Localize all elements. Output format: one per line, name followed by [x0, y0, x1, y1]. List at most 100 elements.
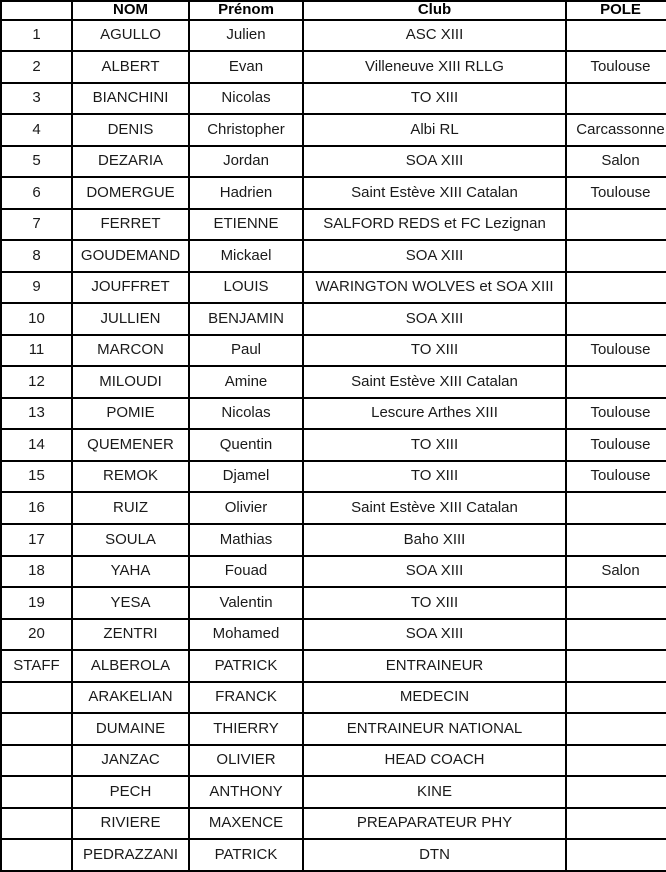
- cell-pole: [565, 806, 666, 841]
- cell-nom: MARCON: [71, 333, 190, 368]
- cell-nom: ALBEROLA: [71, 649, 190, 683]
- cell-num: 13: [0, 396, 73, 431]
- cell-prenom: Jordan: [188, 144, 304, 179]
- cell-nom: FERRET: [71, 207, 190, 242]
- cell-nom: DENIS: [71, 113, 190, 147]
- cell-nom: PECH: [71, 775, 190, 809]
- cell-num: 11: [0, 333, 73, 368]
- cell-num: [0, 743, 73, 778]
- table-row: 11 MARCON Paul TO XIII Toulouse: [0, 333, 666, 368]
- table-row: 19 YESA Valentin TO XIII: [0, 586, 666, 620]
- cell-prenom: BENJAMIN: [188, 302, 304, 336]
- cell-nom: RUIZ: [71, 491, 190, 525]
- cell-club: PREAPARATEUR PHY: [302, 806, 567, 841]
- cell-prenom: Fouad: [188, 554, 304, 589]
- table-row: 10 JULLIEN BENJAMIN SOA XIII: [0, 302, 666, 336]
- cell-prenom: Valentin: [188, 586, 304, 620]
- cell-nom: JOUFFRET: [71, 270, 190, 305]
- cell-nom: RIVIERE: [71, 806, 190, 841]
- cell-pole: [565, 491, 666, 525]
- cell-num: 3: [0, 81, 73, 116]
- cell-pole: [565, 270, 666, 305]
- cell-pole: [565, 775, 666, 809]
- cell-num: 9: [0, 270, 73, 305]
- cell-num: [0, 680, 73, 715]
- cell-club: DTN: [302, 838, 567, 872]
- cell-nom: PEDRAZZANI: [71, 838, 190, 872]
- cell-nom: MILOUDI: [71, 365, 190, 399]
- cell-num: [0, 838, 73, 872]
- cell-pole: Salon: [565, 554, 666, 589]
- cell-prenom: ANTHONY: [188, 775, 304, 809]
- table-row: 4 DENIS Christopher Albi RL Carcassonne: [0, 113, 666, 147]
- cell-club: SOA XIII: [302, 302, 567, 336]
- header-cell-nom: NOM: [71, 0, 190, 21]
- table-body: 1 AGULLO Julien ASC XIII 2 ALBERT Evan Villeneu…: [0, 18, 666, 872]
- cell-num: 17: [0, 523, 73, 557]
- table-row: 1 AGULLO Julien ASC XIII: [0, 18, 666, 53]
- cell-prenom: Mathias: [188, 523, 304, 557]
- table-row: 20 ZENTRI Mohamed SOA XIII: [0, 617, 666, 652]
- cell-num: 15: [0, 459, 73, 494]
- table-row: 14 QUEMENER Quentin TO XIII Toulouse: [0, 428, 666, 462]
- cell-nom: DUMAINE: [71, 712, 190, 746]
- cell-club: TO XIII: [302, 428, 567, 462]
- cell-nom: REMOK: [71, 459, 190, 494]
- cell-prenom: OLIVIER: [188, 743, 304, 778]
- cell-num: 8: [0, 239, 73, 273]
- cell-num: 7: [0, 207, 73, 242]
- cell-num: 5: [0, 144, 73, 179]
- header-row: NOM Prénom Club POLE: [0, 0, 666, 21]
- cell-prenom: Nicolas: [188, 81, 304, 116]
- cell-pole: [565, 523, 666, 557]
- cell-num: 4: [0, 113, 73, 147]
- cell-club: SOA XIII: [302, 554, 567, 589]
- cell-pole: [565, 680, 666, 715]
- cell-club: TO XIII: [302, 333, 567, 368]
- table-row: PECH ANTHONY KINE: [0, 775, 666, 809]
- header-cell-pole: POLE: [565, 0, 666, 21]
- table-header-row: NOM Prénom Club POLE: [0, 0, 666, 21]
- cell-pole: [565, 649, 666, 683]
- cell-club: KINE: [302, 775, 567, 809]
- cell-num: 2: [0, 50, 73, 84]
- cell-club: HEAD COACH: [302, 743, 567, 778]
- cell-prenom: THIERRY: [188, 712, 304, 746]
- cell-nom: SOULA: [71, 523, 190, 557]
- cell-pole: Salon: [565, 144, 666, 179]
- table-row: 16 RUIZ Olivier Saint Estève XIII Catalan: [0, 491, 666, 525]
- header-cell-prenom: Prénom: [188, 0, 304, 21]
- cell-club: ASC XIII: [302, 18, 567, 53]
- cell-pole: [565, 617, 666, 652]
- cell-pole: Toulouse: [565, 50, 666, 84]
- cell-pole: [565, 712, 666, 746]
- cell-pole: Toulouse: [565, 396, 666, 431]
- header-cell-num: [0, 0, 73, 21]
- cell-nom: AGULLO: [71, 18, 190, 53]
- table-row: RIVIERE MAXENCE PREAPARATEUR PHY: [0, 806, 666, 841]
- table-row: 8 GOUDEMAND Mickael SOA XIII: [0, 239, 666, 273]
- cell-num: 12: [0, 365, 73, 399]
- cell-prenom: Julien: [188, 18, 304, 53]
- cell-num: STAFF: [0, 649, 73, 683]
- cell-nom: JANZAC: [71, 743, 190, 778]
- cell-nom: DEZARIA: [71, 144, 190, 179]
- table-row: 9 JOUFFRET LOUIS WARINGTON WOLVES et SOA XI…: [0, 270, 666, 305]
- cell-pole: Toulouse: [565, 176, 666, 210]
- cell-nom: ALBERT: [71, 50, 190, 84]
- cell-nom: YAHA: [71, 554, 190, 589]
- table-row: 12 MILOUDI Amine Saint Estève XIII Catalan: [0, 365, 666, 399]
- cell-num: 20: [0, 617, 73, 652]
- cell-prenom: ETIENNE: [188, 207, 304, 242]
- cell-num: 18: [0, 554, 73, 589]
- cell-pole: [565, 239, 666, 273]
- cell-num: [0, 806, 73, 841]
- cell-nom: ZENTRI: [71, 617, 190, 652]
- cell-pole: [565, 365, 666, 399]
- cell-prenom: Evan: [188, 50, 304, 84]
- cell-club: TO XIII: [302, 586, 567, 620]
- cell-prenom: Amine: [188, 365, 304, 399]
- cell-pole: [565, 586, 666, 620]
- cell-prenom: Nicolas: [188, 396, 304, 431]
